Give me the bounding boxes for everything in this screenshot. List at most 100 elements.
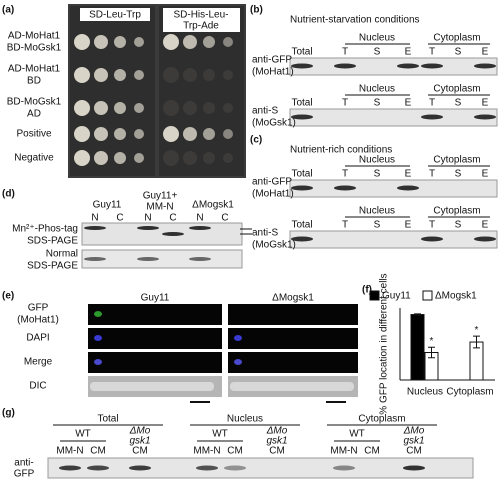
lane-label: S xyxy=(374,169,381,180)
band xyxy=(137,226,159,230)
lane-group: Cytoplasm xyxy=(433,206,480,217)
lane-label: S xyxy=(374,220,381,231)
colony-spot xyxy=(183,101,197,115)
colony-spot xyxy=(183,151,197,165)
gel-label: SDS-PAGE xyxy=(27,261,78,272)
lane-group: Total xyxy=(291,47,312,58)
strain-label: ΔMogsk1 xyxy=(192,200,234,211)
band xyxy=(162,232,184,236)
lane-label: E xyxy=(482,47,489,58)
lane-label: S xyxy=(374,98,381,109)
colony-spot xyxy=(183,35,197,49)
band xyxy=(474,236,496,242)
lane-label: E xyxy=(405,169,412,180)
strain-label: ΔMo xyxy=(403,426,425,437)
band xyxy=(196,465,218,471)
strain-label: Guy11 xyxy=(93,200,122,211)
channel-label: DIC xyxy=(29,381,46,392)
lane-label: CM xyxy=(406,446,422,457)
gel-label: SDS-PAGE xyxy=(27,236,78,247)
colony-spot xyxy=(74,67,90,83)
colony-spot xyxy=(163,126,179,142)
lane-label: MM-N xyxy=(193,446,220,457)
strain-label: Guy11+ xyxy=(143,191,178,202)
lane-label: CM xyxy=(90,446,106,457)
band xyxy=(397,63,419,69)
lane-label: E xyxy=(482,220,489,231)
legend-swatch xyxy=(422,290,433,301)
colony-spot xyxy=(94,151,108,165)
colony-spot xyxy=(223,129,233,139)
colony-spot xyxy=(203,102,215,114)
lane-label: S xyxy=(455,98,462,109)
y-axis-label: % GFP location in different cells xyxy=(379,273,390,414)
x-tick-label: Nucleus xyxy=(407,387,443,398)
lane-group: Cytoplasm xyxy=(358,414,405,425)
band xyxy=(421,236,443,242)
nucleus-signal xyxy=(94,335,102,341)
lane-label: E xyxy=(405,47,412,58)
colony-spot xyxy=(223,37,233,47)
channel-label: DAPI xyxy=(26,333,49,344)
strain-label: gsk1 xyxy=(403,436,424,447)
significance-marker: * xyxy=(430,336,434,347)
blot xyxy=(289,230,498,249)
lane-label: T xyxy=(429,169,435,180)
lane-label: N xyxy=(144,213,151,224)
lane-label: E xyxy=(405,220,412,231)
channel-label: Merge xyxy=(24,357,53,368)
band xyxy=(334,63,356,69)
colony-spot xyxy=(134,129,144,139)
lane-group: Total xyxy=(291,98,312,109)
band xyxy=(87,465,109,471)
lane-label: T xyxy=(342,169,348,180)
band xyxy=(291,236,313,242)
x-tick-label: Cytoplasm xyxy=(446,387,493,398)
row-label: AD xyxy=(27,109,41,120)
panel-label: (c) xyxy=(250,135,262,146)
lane-label: S xyxy=(455,220,462,231)
channel-label: (MoHat1) xyxy=(17,315,59,326)
nucleus-signal xyxy=(94,359,102,365)
antibody-label: (MoGsk1) xyxy=(252,240,296,251)
panel-label: (b) xyxy=(250,5,263,16)
colony-spot xyxy=(223,103,233,113)
colony-spot xyxy=(134,37,144,47)
panel-title: Nutrient-starvation conditions xyxy=(290,15,420,26)
lane-label: C xyxy=(116,213,123,224)
bar xyxy=(410,314,425,381)
lane-label: S xyxy=(455,169,462,180)
lane-label: CM xyxy=(132,446,148,457)
lane-label: N xyxy=(196,213,203,224)
strain-label: ΔMo xyxy=(266,426,288,437)
band xyxy=(84,226,106,230)
strain-label: gsk1 xyxy=(266,436,287,447)
colony-spot xyxy=(183,127,197,141)
antibody-label: anti-GFP xyxy=(252,177,292,188)
lane-group: Nucleus xyxy=(359,155,395,166)
lane-group: Cytoplasm xyxy=(433,33,480,44)
lane-label: T xyxy=(429,98,435,109)
panel-label: (d) xyxy=(2,189,15,200)
strain-label: MM-N xyxy=(146,202,173,213)
lane-label: E xyxy=(482,169,489,180)
colony-spot xyxy=(203,36,215,48)
error-bar xyxy=(414,313,421,316)
nucleus-signal xyxy=(94,311,102,317)
colony-spot xyxy=(114,102,126,114)
antibody-label: (MoHat1) xyxy=(252,189,294,200)
band xyxy=(291,63,313,69)
lane-label: N xyxy=(91,213,98,224)
nucleus-signal xyxy=(234,359,242,365)
colony-spot xyxy=(114,36,126,48)
colony-spot xyxy=(94,127,108,141)
colony-spot xyxy=(163,34,179,50)
lane-label: C xyxy=(221,213,228,224)
antibody-label: GFP xyxy=(14,469,35,480)
antibody-label: anti-GFP xyxy=(252,55,292,66)
band xyxy=(474,114,496,120)
lane-label: CM xyxy=(269,446,285,457)
band xyxy=(291,185,313,191)
strain-label: WT xyxy=(349,429,365,440)
row-label: AD-MoHat1 xyxy=(8,64,61,75)
